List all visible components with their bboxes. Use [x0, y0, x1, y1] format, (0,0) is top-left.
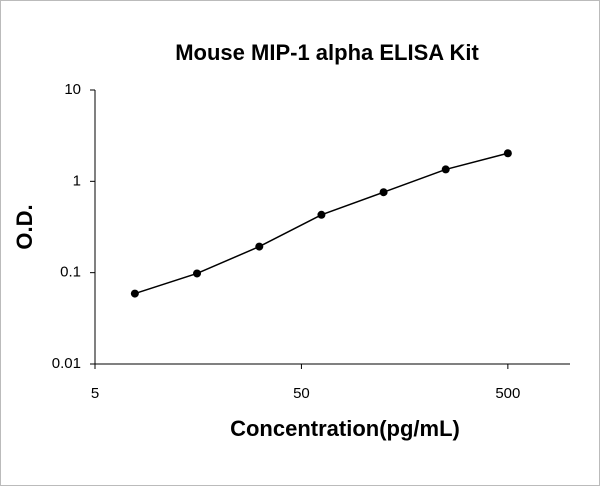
- x-axis-title: Concentration(pg/mL): [230, 416, 460, 441]
- data-point: [130, 289, 139, 298]
- data-point: [441, 165, 450, 174]
- y-tick-label: 0.1: [60, 264, 81, 281]
- x-tick-label: 500: [495, 385, 520, 402]
- y-axis-title: O.D.: [12, 204, 37, 249]
- y-tick-label: 10: [64, 81, 81, 98]
- data-point: [255, 242, 264, 251]
- data-point: [193, 269, 202, 278]
- y-tick-label: 1: [73, 172, 81, 189]
- chart-title: Mouse MIP-1 alpha ELISA Kit: [175, 40, 479, 65]
- data-point: [379, 188, 388, 197]
- x-tick-label: 5: [91, 385, 99, 402]
- data-point: [503, 149, 512, 158]
- x-tick-label: 50: [293, 385, 310, 402]
- data-point: [317, 210, 326, 219]
- y-tick-label: 0.01: [52, 355, 81, 372]
